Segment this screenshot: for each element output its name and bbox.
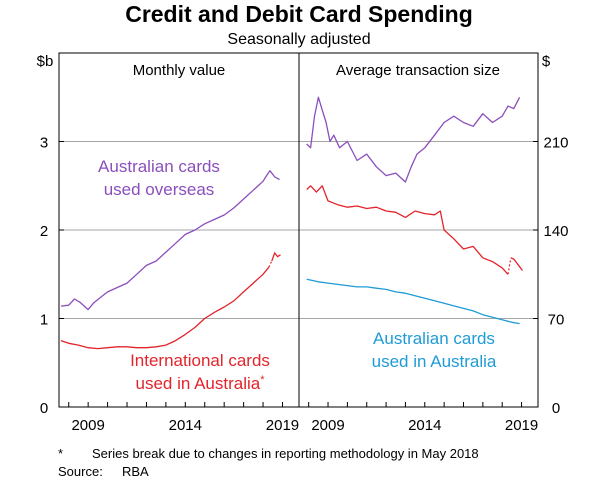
series-break-link-panel2-international-cards-used-in-australia [507, 257, 512, 275]
y-tick-label-panel2-140: 140 [543, 223, 568, 240]
label-overseas-line2: used overseas [104, 180, 215, 199]
label-domestic-line2: used in Australia [372, 352, 497, 371]
label-overseas-line1: Australian cards [98, 157, 220, 176]
y-tick-label-panel2-210: 210 [543, 135, 568, 152]
y-tick-label-panel1-3: 3 [40, 135, 48, 152]
footnote-marker: * [58, 446, 64, 461]
x-tick-label-panel1-2014: 2014 [169, 417, 202, 434]
label-international-asterisk: * [260, 374, 265, 386]
y-tick-label-panel2-70: 70 [548, 312, 565, 329]
series-line-panel2-australian-cards-used-overseas [306, 96, 521, 183]
chart-title: Credit and Debit Card Spending [125, 1, 473, 27]
label-international-line1: International cards [130, 351, 270, 370]
ticks-layer: 0 1 2 3 2009 2014 2019 0 70 140 210 2009 2014 2019 [40, 135, 569, 435]
source-label: Source: [58, 464, 103, 479]
source-text: RBA [122, 464, 149, 479]
right-y-axis-unit: $ [542, 53, 551, 70]
label-international-line2-text: used in Australia [135, 374, 260, 393]
series-break-link-panel1-international-cards-used-in-australia [268, 260, 273, 268]
x-tick-label-panel2-2009: 2009 [311, 417, 344, 434]
series-layer [60, 96, 524, 350]
series-line-after-break-panel1-international-cards-used-in-australia [271, 251, 281, 262]
label-domestic-line1: Australian cards [373, 329, 495, 348]
x-tick-label-panel1-2019: 2019 [266, 417, 299, 434]
series-line-panel1-australian-cards-used-overseas [60, 170, 280, 311]
series-line-panel2-international-cards-used-in-australia [306, 185, 509, 275]
series-line-panel2-australian-cards-used-in-australia [306, 278, 520, 325]
left-y-axis-unit: $b [37, 53, 54, 70]
x-tick-label-panel2-2019: 2019 [505, 417, 538, 434]
series-line-after-break-panel2-international-cards-used-in-australia [510, 257, 524, 271]
y-tick-label-panel1-2: 2 [40, 223, 48, 240]
y-tick-label-panel2-0: 0 [552, 400, 560, 417]
x-tick-label-panel2-2014: 2014 [408, 417, 441, 434]
x-tick-label-panel1-2009: 2009 [71, 417, 104, 434]
series-line-panel1-international-cards-used-in-australia [60, 266, 270, 350]
left-panel-title: Monthly value [133, 62, 226, 79]
y-tick-label-panel1-1: 1 [40, 312, 48, 329]
y-tick-label-panel1-0: 0 [40, 400, 48, 417]
label-international-line2: used in Australia* [135, 374, 265, 393]
footnote-text: Series break due to changes in reporting… [92, 446, 479, 461]
right-panel-title: Average transaction size [336, 62, 500, 79]
chart-subtitle: Seasonally adjusted [227, 31, 371, 48]
